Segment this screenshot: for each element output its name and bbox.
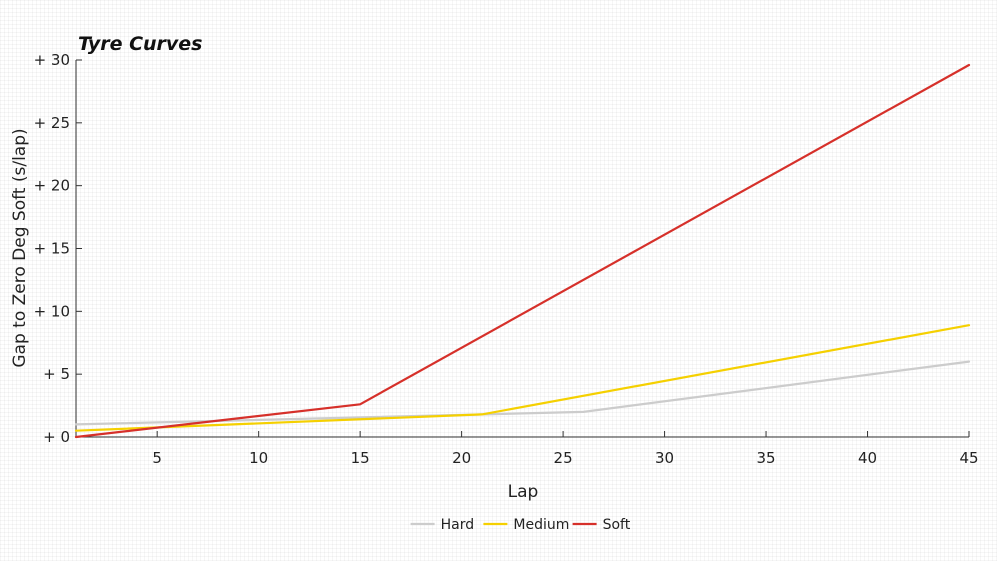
x-tick-label: 35 [756, 449, 775, 467]
legend-label: Medium [513, 517, 569, 533]
y-tick-label: + 20 [34, 177, 70, 195]
series-lines [74, 63, 971, 439]
axes: 5 10 15 20 25 30 35 40 45 + 0 + 5 + 10 + 15 + 20 + 25 +… [34, 51, 979, 467]
y-axis-label: Gap to Zero Deg Soft (s/lap) [10, 128, 30, 367]
legend-item-medium: Medium [483, 517, 569, 533]
series-line-medium [74, 324, 971, 432]
legend-item-soft: Soft [572, 517, 631, 533]
x-tick-label: 15 [351, 449, 370, 467]
y-tick-label: + 15 [34, 240, 70, 258]
y-tick-label: + 25 [34, 114, 70, 132]
series-line-soft [74, 63, 971, 439]
legend-item-hard: Hard [410, 517, 475, 533]
y-tick-label: + 0 [43, 428, 70, 446]
legend: Hard Medium Soft [410, 517, 631, 533]
x-axis-label: Lap [508, 482, 539, 502]
y-tick-label: + 30 [34, 51, 70, 69]
x-tick-label: 5 [152, 449, 162, 467]
x-tick-label: 20 [452, 449, 471, 467]
y-tick-label: + 10 [34, 302, 70, 320]
x-tick-label: 30 [655, 449, 674, 467]
x-tick-label: 40 [858, 449, 877, 467]
x-tick-label: 25 [554, 449, 573, 467]
series-line-hard [74, 360, 971, 426]
legend-label: Hard [441, 517, 475, 533]
chart-title: Tyre Curves [78, 33, 203, 55]
x-tick-label: 10 [249, 449, 268, 467]
y-tick-label: + 5 [43, 365, 70, 383]
x-tick-label: 45 [959, 449, 978, 467]
legend-label: Soft [603, 517, 631, 533]
